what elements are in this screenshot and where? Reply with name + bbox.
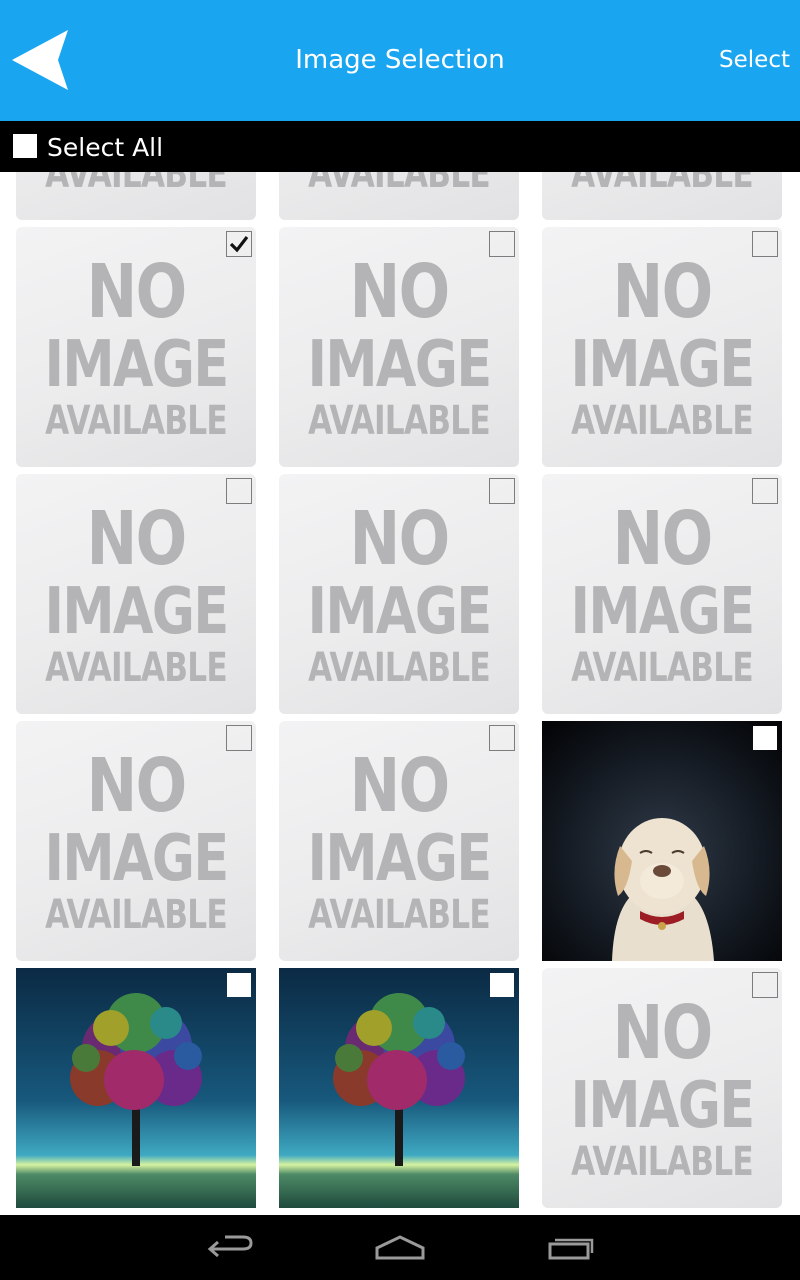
placeholder-line3: AVAILABLE — [45, 645, 228, 691]
tree-photo-icon — [279, 968, 519, 1208]
placeholder-line3: AVAILABLE — [45, 398, 228, 444]
placeholder-line2: IMAGE — [307, 575, 492, 649]
tree-photo-icon — [16, 968, 256, 1208]
placeholder-line2: IMAGE — [44, 328, 229, 402]
back-arrow-icon — [12, 30, 68, 90]
select-all-label[interactable]: Select All — [47, 133, 164, 162]
placeholder-line3: AVAILABLE — [45, 892, 228, 938]
placeholder-line3: AVAILABLE — [45, 172, 228, 197]
tile-checkbox[interactable] — [753, 726, 777, 750]
placeholder-line1: NO — [86, 496, 187, 582]
placeholder-line3: AVAILABLE — [308, 172, 491, 197]
action-bar: Image Selection Select — [0, 0, 800, 121]
tile-checkbox[interactable] — [226, 478, 252, 504]
placeholder-line3: AVAILABLE — [571, 172, 754, 197]
tile-checkbox[interactable] — [489, 231, 515, 257]
tile-checkbox[interactable] — [752, 972, 778, 998]
placeholder-line3: AVAILABLE — [571, 1139, 754, 1185]
tile-checkbox[interactable] — [226, 725, 252, 751]
placeholder-line2: IMAGE — [44, 575, 229, 649]
tile-checkbox-checked[interactable] — [226, 231, 252, 257]
placeholder-line1: NO — [86, 249, 187, 335]
image-tile-tree-photo[interactable] — [16, 968, 256, 1208]
placeholder-line2: IMAGE — [570, 1069, 755, 1143]
nav-recents-button[interactable] — [525, 1215, 615, 1280]
page-title: Image Selection — [295, 45, 505, 75]
image-grid[interactable]: NOIMAGEAVAILABLENOIMAGEAVAILABLENOIMAGEA… — [0, 172, 800, 1215]
placeholder-line3: AVAILABLE — [308, 645, 491, 691]
placeholder-line1: NO — [612, 990, 713, 1076]
tile-checkbox[interactable] — [489, 478, 515, 504]
placeholder-line3: AVAILABLE — [571, 398, 754, 444]
placeholder-line1: NO — [86, 743, 187, 829]
select-all-bar — [0, 121, 800, 172]
dog-photo-icon — [542, 721, 782, 961]
placeholder-line2: IMAGE — [570, 575, 755, 649]
tile-checkbox[interactable] — [227, 973, 251, 997]
tile-checkbox[interactable] — [490, 973, 514, 997]
image-tile-dog-photo[interactable] — [542, 721, 782, 961]
nav-recents-icon — [548, 1238, 594, 1260]
placeholder-line3: AVAILABLE — [308, 892, 491, 938]
placeholder-line1: NO — [349, 743, 450, 829]
placeholder-line1: NO — [349, 496, 450, 582]
nav-home-icon — [375, 1235, 425, 1260]
tile-checkbox[interactable] — [752, 231, 778, 257]
back-button[interactable] — [10, 26, 72, 94]
nav-home-button[interactable] — [355, 1215, 445, 1280]
placeholder-line2: IMAGE — [307, 328, 492, 402]
tile-checkbox[interactable] — [752, 478, 778, 504]
placeholder-line1: NO — [612, 249, 713, 335]
image-tile-tree-photo[interactable] — [279, 968, 519, 1208]
placeholder-line1: NO — [349, 249, 450, 335]
select-all-checkbox[interactable] — [13, 134, 37, 158]
tile-checkbox[interactable] — [489, 725, 515, 751]
nav-back-button[interactable] — [185, 1215, 275, 1280]
nav-back-icon — [207, 1235, 253, 1258]
placeholder-line1: NO — [612, 496, 713, 582]
placeholder-line2: IMAGE — [44, 822, 229, 896]
placeholder-line2: IMAGE — [570, 328, 755, 402]
select-button[interactable]: Select — [719, 47, 790, 73]
placeholder-line3: AVAILABLE — [308, 398, 491, 444]
checkmark-icon — [229, 236, 249, 253]
placeholder-line3: AVAILABLE — [571, 645, 754, 691]
placeholder-line2: IMAGE — [307, 822, 492, 896]
navigation-bar — [0, 1215, 800, 1280]
